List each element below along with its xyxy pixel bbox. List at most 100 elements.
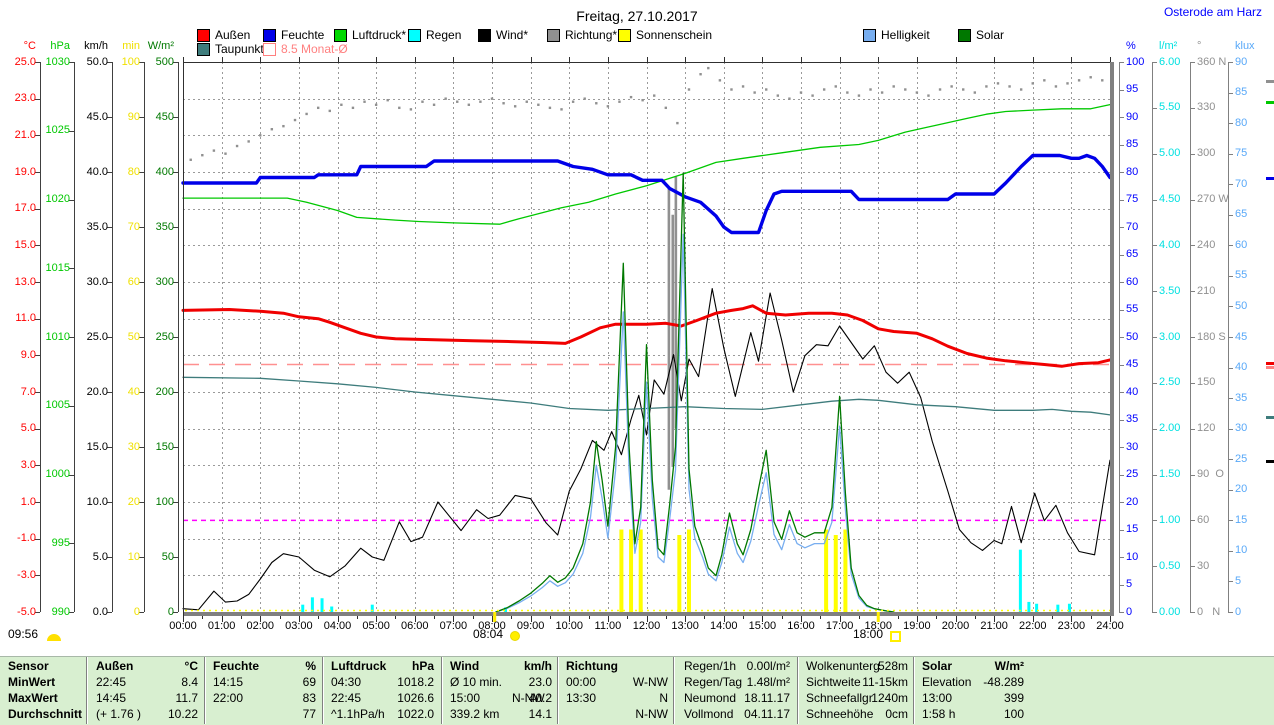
table-header-cell: 528m [877,659,908,673]
axis-unit-°: ° [1197,40,1202,52]
table-value-cell: 8.4 [181,675,198,689]
axis-label-l/m²: 5.50 [1159,101,1181,114]
time-label: 24:00 [1096,620,1124,632]
axis-label-min: 0 [133,605,140,618]
axis-label-klux: 5 [1235,574,1242,587]
table-value-cell: 22:00 [213,691,244,705]
axis-label-°: 210 [1197,284,1216,297]
sunshine-start-time: 09:56 [8,627,39,641]
station-name: Osterode am Harz [1163,5,1262,19]
axis-label-°: 90 O [1197,468,1224,480]
axis-label-hPa: 1020 [45,193,70,205]
table-value-cell: 22:45 [96,675,127,689]
legend-swatch-icon [197,28,210,42]
table-value-cell: 10.22 [167,707,198,721]
time-label: 02:00 [246,620,275,632]
legend-item-luftdruck-[interactable]: Luftdruck* [334,28,406,42]
legend-item-wind-[interactable]: Wind* [478,28,528,42]
axis-unit-km/h: km/h [84,40,108,52]
axis-label-%: 95 [1126,83,1139,95]
time-label: 17:00 [825,620,854,632]
axis-label-hPa: 1000 [45,468,70,480]
legend-item-taupunkt-[interactable]: Taupunkt* [197,42,268,56]
time-label: 21:00 [980,620,1008,632]
table-value-cell: Vollmond [684,707,734,721]
legend-item-regen[interactable]: Regen [408,28,461,42]
axis-label-hPa: 1015 [45,261,70,274]
sunrise-icon [510,631,520,641]
table-value-cell: MaxWert [8,691,58,705]
axis-label-l/m²: 1.00 [1159,513,1181,526]
legend-label: Sonnenschein [636,28,713,42]
axis-unit-min: min [122,40,140,52]
axis-label-°: 330 [1197,101,1216,114]
legend-item-8-5-monat-[interactable]: 8.5 Monat-Ø [263,42,348,56]
axis-label-l/m²: 2.50 [1159,376,1181,389]
legend-item-feuchte[interactable]: Feuchte [263,28,324,42]
table-value-cell: Schneehöhe [806,707,874,721]
legend-item-richtung-[interactable]: Richtung* [547,28,617,42]
axis-label-min: 90 [127,110,140,123]
axis-label-l/m²: 0.50 [1159,559,1181,572]
table-value-cell: 339.2 km [450,707,500,721]
axis-label-%: 25 [1126,468,1139,480]
axis-label-min: 50 [127,330,140,343]
table-header-cell: Regen/1h [684,659,737,673]
table-value-cell: 18.11.17 [744,691,790,705]
legend-item-helligkeit[interactable]: Helligkeit [863,28,930,42]
axis-label-hPa: 1005 [45,399,70,412]
time-label: 08:00 [478,620,506,632]
time-label: 12:00 [632,620,661,632]
legend-label: 8.5 Monat-Ø [281,42,348,56]
axis-label-W/m²: 200 [155,385,174,398]
table-value-cell: 1026.6 [397,691,434,705]
table-header-cell: W/m² [994,659,1024,673]
table-value-cell: 77 [302,707,316,721]
table-value-cell: 14:45 [96,691,127,705]
legend-label: Taupunkt* [215,42,269,56]
table-separator-highlight [442,657,443,724]
table-value-cell: 69 [302,675,316,689]
table-header-cell: Außen [96,659,134,673]
axis-unit-l/m²: l/m² [1159,40,1178,52]
time-label: 14:00 [709,620,738,632]
table-value-cell: 13:30 [566,691,597,705]
axis-label-km/h: 50.0 [86,55,108,68]
axis-label-°: 240 [1197,238,1216,251]
axis-label-%: 85 [1126,138,1139,150]
axis-label-hPa: 1030 [45,55,70,68]
axis-label-°: 150 [1197,376,1216,389]
legend-swatch-icon [478,28,491,42]
time-label: 09:00 [516,620,545,632]
table-header-cell: hPa [411,659,434,673]
time-label: 16:00 [787,620,815,632]
table-separator [86,657,87,724]
legend-item-sonnenschein[interactable]: Sonnenschein [618,28,712,42]
legend-swatch-icon [958,28,971,42]
table-value-cell: 00:00 [566,675,597,689]
axis-label-°: 120 [1197,422,1216,435]
table-value-cell: 83 [302,691,316,705]
axis-unit-hPa: hPa [50,40,70,52]
axis-unit-klux: klux [1235,40,1255,52]
axis-label-%: 0 [1126,605,1133,618]
axis-label-°C: 11.0 [15,312,36,325]
axis-label-%: 80 [1126,165,1139,178]
table-value-cell: 100 [1003,707,1024,721]
time-label: 19:00 [903,620,931,632]
time-label: 23:00 [1057,620,1086,632]
axis-label-°C: -3.0 [17,568,36,581]
axis-label-l/m²: 0.00 [1159,605,1181,618]
axis-label-°C: -1.0 [17,532,36,545]
sunrise-label: 08:04 [473,627,504,641]
axis-label-klux: 10 [1235,544,1248,557]
legend-item-solar[interactable]: Solar [958,28,1004,42]
axis-label-°C: 15.0 [14,238,36,251]
table-value-cell: 15:00 [450,691,481,705]
table-value-cell: 23.0 [528,675,552,689]
legend-label: Richtung* [565,28,618,42]
axis-label-km/h: 20.0 [86,385,108,398]
legend-item-au-en[interactable]: Außen [197,28,250,42]
sunset-label: 18:00 [853,627,884,641]
axis-label-%: 40 [1126,385,1139,398]
